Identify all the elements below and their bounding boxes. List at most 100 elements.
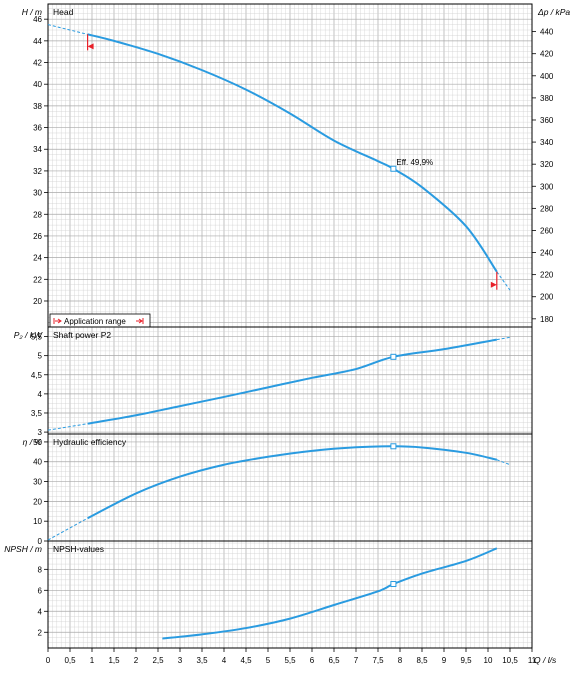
- range-max-arrow: [490, 281, 497, 288]
- y-axis-label: η / %: [23, 437, 43, 447]
- curve-extrapolation: [496, 459, 511, 466]
- y-tick-label: 6: [38, 586, 43, 595]
- curve-line: [162, 547, 498, 640]
- curve-extrapolation: [47, 517, 88, 541]
- x-axis-label: Q / l/s: [534, 655, 557, 665]
- x-tick-label: 2: [134, 656, 139, 665]
- y-tick-label: 32: [33, 167, 42, 176]
- right-y-tick-label: 420: [540, 50, 554, 59]
- right-y-axis-label: Δp / kPa: [537, 7, 570, 17]
- y-axis-label: NPSH / m: [4, 544, 42, 554]
- y-tick-label: 30: [33, 189, 42, 198]
- x-tick-label: 1: [90, 656, 95, 665]
- y-tick-label: 10: [33, 517, 42, 526]
- panel-title: Head: [53, 7, 74, 17]
- right-y-tick-label: 440: [540, 28, 554, 37]
- right-y-tick-label: 220: [540, 271, 554, 280]
- efficiency-label: Eff. 49,9%: [396, 158, 433, 167]
- application-range-right-icon: [136, 318, 144, 324]
- y-tick-label: 42: [33, 59, 42, 68]
- y-tick-label: 24: [33, 254, 42, 263]
- right-y-tick-label: 240: [540, 249, 554, 258]
- right-y-tick-label: 380: [540, 94, 554, 103]
- x-axis: 0 0,5 1 1,5 2 2,5 3 3,5 4 4,5 5 5,5 6 6,5 7 7,5 8 8,5 9 9,5…: [46, 648, 557, 665]
- curve-extrapolation: [496, 336, 511, 341]
- x-tick-label: 6,5: [328, 656, 340, 665]
- y-axis-label: P₂ / kW: [14, 330, 43, 340]
- x-tick-label: 8: [398, 656, 403, 665]
- panel-power: 3 3,5 4 4,5 5 5,5P₂ / kW Shaft power P2: [14, 326, 533, 437]
- curve-line: [87, 445, 498, 520]
- right-y-tick-label: 280: [540, 204, 554, 213]
- y-tick-label: 4: [38, 607, 43, 616]
- right-y-tick-label: 400: [540, 72, 554, 81]
- right-y-tick-label: 320: [540, 160, 554, 169]
- curve-line: [87, 33, 498, 273]
- right-y-tick-label: 340: [540, 138, 554, 147]
- x-tick-label: 1,5: [108, 656, 120, 665]
- x-tick-label: 6: [310, 656, 315, 665]
- y-tick-label: 26: [33, 232, 42, 241]
- y-tick-label: 8: [38, 565, 43, 574]
- y-tick-label: 4: [38, 390, 43, 399]
- y-tick-label: 3: [38, 428, 43, 437]
- x-tick-label: 5,5: [284, 656, 296, 665]
- y-tick-label: 30: [33, 478, 42, 487]
- operating-point-marker: [390, 581, 397, 588]
- y-tick-label: 44: [33, 37, 42, 46]
- panel-npsh: 2 4 6 8 NPSH / m NPSH-values: [4, 540, 533, 649]
- x-tick-label: 5: [266, 656, 271, 665]
- y-tick-label: 22: [33, 275, 42, 284]
- curve-extrapolation: [47, 24, 88, 35]
- right-y-tick-label: 260: [540, 226, 554, 235]
- x-tick-label: 10,5: [502, 656, 518, 665]
- operating-point-marker: [390, 165, 397, 172]
- x-tick-label: 7,5: [372, 656, 384, 665]
- y-tick-label: 4,5: [31, 371, 43, 380]
- y-axis-label: H / m: [22, 7, 42, 17]
- x-tick-label: 10: [484, 656, 493, 665]
- x-tick-label: 7: [354, 656, 359, 665]
- x-tick-label: 2,5: [152, 656, 164, 665]
- y-tick-label: 36: [33, 124, 42, 133]
- y-tick-label: 40: [33, 458, 42, 467]
- y-tick-label: 2: [38, 628, 43, 637]
- y-tick-label: 28: [33, 210, 42, 219]
- curve-extrapolation: [496, 271, 511, 291]
- x-tick-label: 4,5: [240, 656, 252, 665]
- right-y-tick-label: 180: [540, 315, 554, 324]
- panel-title: Shaft power P2: [53, 330, 111, 340]
- y-tick-label: 0: [38, 537, 43, 546]
- right-y-tick-label: 360: [540, 116, 554, 125]
- application-range-left-icon: [53, 318, 62, 324]
- y-tick-label: 3,5: [31, 409, 43, 418]
- curve-line: [87, 338, 497, 425]
- x-tick-label: 4: [222, 656, 227, 665]
- x-tick-label: 9,5: [460, 656, 472, 665]
- right-y-tick-label: 300: [540, 182, 554, 191]
- y-tick-label: 20: [33, 297, 42, 306]
- y-tick-label: 5: [38, 352, 43, 361]
- y-tick-label: 5,5: [31, 333, 43, 342]
- operating-point-marker: [390, 443, 397, 450]
- x-tick-label: 3: [178, 656, 183, 665]
- y-tick-label: 40: [33, 80, 42, 89]
- panel-efficiency: 0 10 20 30 40 50η / % Hydraulic efficiency: [23, 433, 533, 546]
- x-tick-label: 0,5: [64, 656, 76, 665]
- y-tick-label: 50: [33, 438, 42, 447]
- x-tick-label: 9: [442, 656, 447, 665]
- panel-title: NPSH-values: [53, 544, 104, 554]
- y-tick-label: 46: [33, 15, 42, 24]
- application-range-label: Application range: [64, 317, 126, 326]
- x-tick-label: 3,5: [196, 656, 208, 665]
- x-tick-label: 11: [528, 656, 537, 665]
- y-tick-label: 34: [33, 145, 42, 154]
- range-min-arrow: [87, 43, 94, 50]
- curve-extrapolation: [47, 423, 88, 431]
- y-tick-label: 20: [33, 497, 42, 506]
- x-tick-label: 0: [46, 656, 51, 665]
- x-tick-label: 8,5: [416, 656, 428, 665]
- y-tick-label: 38: [33, 102, 42, 111]
- right-y-tick-label: 200: [540, 293, 554, 302]
